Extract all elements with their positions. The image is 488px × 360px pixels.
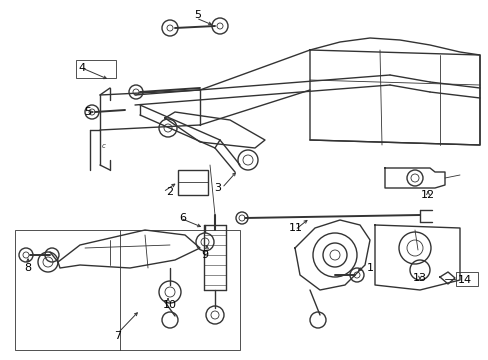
Text: 8: 8 (24, 263, 32, 273)
Text: 13: 13 (412, 273, 426, 283)
Text: 1: 1 (366, 263, 373, 273)
Text: 4: 4 (78, 63, 85, 73)
Text: 9: 9 (201, 250, 208, 260)
Text: 5: 5 (194, 10, 201, 20)
Text: 10: 10 (163, 300, 177, 310)
Text: 2: 2 (166, 187, 173, 197)
Text: 14: 14 (457, 275, 471, 285)
Text: 7: 7 (114, 331, 122, 341)
Bar (178, 170, 207, 195)
Polygon shape (309, 50, 479, 145)
Text: c: c (102, 143, 106, 149)
Polygon shape (309, 38, 479, 145)
Text: 11: 11 (288, 223, 303, 233)
Text: 5: 5 (84, 107, 91, 117)
Text: 12: 12 (420, 190, 434, 200)
Bar (15, 230, 240, 350)
Bar (76, 60, 116, 78)
Text: 3: 3 (214, 183, 221, 193)
Text: 6: 6 (179, 213, 186, 223)
Bar (455, 272, 477, 286)
